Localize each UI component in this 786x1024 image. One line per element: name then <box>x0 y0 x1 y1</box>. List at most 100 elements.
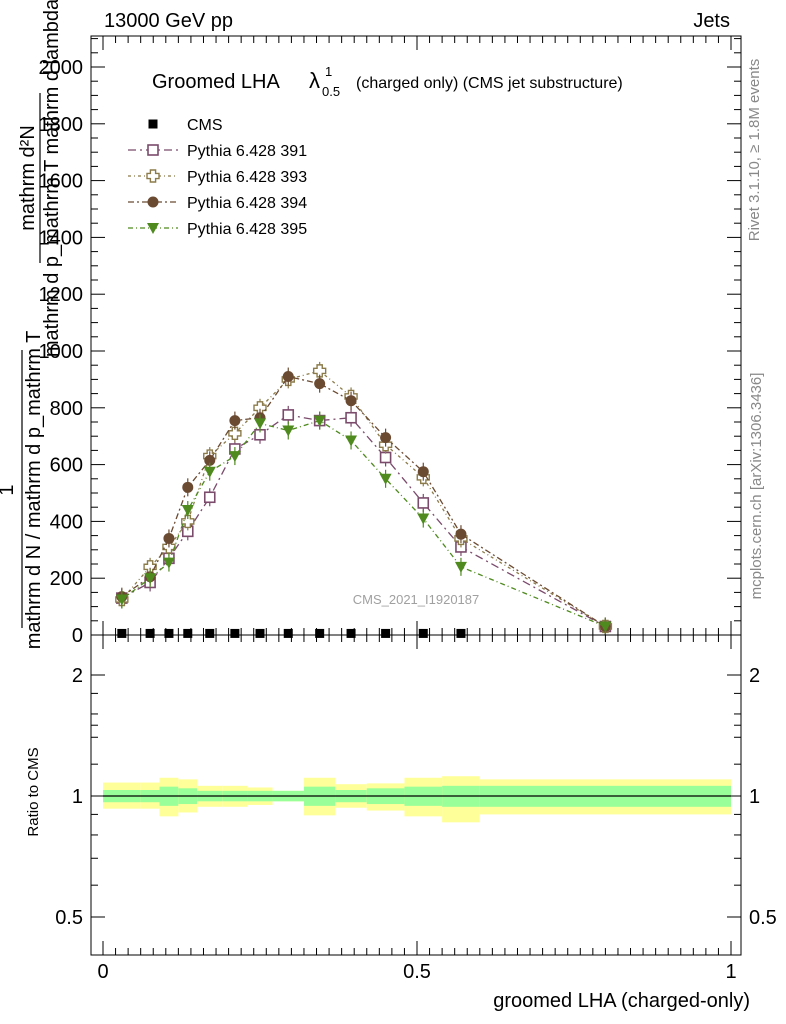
data-point <box>379 451 392 464</box>
data-point <box>345 411 357 424</box>
x-axis-label: groomed LHA (charged-only) <box>493 990 750 1012</box>
cms-data-point <box>381 628 391 638</box>
header-process: 13000 GeV pp <box>104 10 233 32</box>
data-point <box>455 528 467 540</box>
chart-title-rest: (charged only) (CMS jet substructure) <box>356 75 623 92</box>
data-point <box>144 573 157 585</box>
y-label-numerator: mathrm d²N <box>17 125 39 231</box>
ratio-y-tick-label-right: 1 <box>749 786 760 808</box>
legend-label: Pythia 6.428 391 <box>187 143 307 160</box>
series-line <box>121 375 606 628</box>
data-point <box>380 432 392 444</box>
data-point <box>163 532 175 544</box>
cms-data-point <box>456 628 466 638</box>
ratio-y-axis-label: Ratio to CMS <box>25 747 42 836</box>
chart-title-main: Groomed LHA <box>152 71 280 93</box>
data-point <box>203 466 216 478</box>
data-point <box>254 418 266 430</box>
data-point <box>313 415 326 427</box>
y-tick-label: 800 <box>50 398 83 420</box>
y-tick-label: 600 <box>50 455 83 477</box>
ratio-y-tick-label-right: 2 <box>749 665 760 687</box>
chart-title-sup: 1 <box>325 64 332 79</box>
data-point <box>282 409 295 421</box>
y-axis-label: mathrm d²N mathrm d p_mathrm T mathrm d … <box>0 0 63 649</box>
cms-data-point <box>164 628 174 638</box>
y-tick-label: 1200 <box>39 284 84 306</box>
x-tick-label: 0.5 <box>403 961 431 983</box>
legend-label: Pythia 6.428 395 <box>187 221 307 238</box>
legend-marker <box>147 196 159 208</box>
main-panel: 0 200 400 600 800 1000 1200 1400 1600 1800 2000 CMS… <box>39 35 742 647</box>
mcplots-label: mcplots.cern.ch [arXiv:1306.3436] <box>748 373 765 600</box>
data-point <box>115 594 128 606</box>
rivet-version-label: Rivet 3.1.10, ≥ 1.8M events <box>746 59 763 242</box>
data-point <box>162 557 175 569</box>
header-category: Jets <box>693 10 730 32</box>
data-point <box>282 371 294 383</box>
legend-marker <box>147 144 159 156</box>
cms-data-point <box>346 628 356 638</box>
data-point <box>314 378 326 390</box>
y-tick-label: 2000 <box>39 57 84 79</box>
y-label-prefactor: 1 <box>0 484 18 495</box>
series-line <box>121 414 606 628</box>
data-point <box>417 466 429 478</box>
legend-label: Pythia 6.428 394 <box>187 195 307 212</box>
y-tick-label: 400 <box>50 511 83 533</box>
ratio-y-tick-label-right: 0.5 <box>749 907 777 929</box>
y-tick-label: 1000 <box>39 341 84 363</box>
cms-data-point <box>315 628 325 638</box>
ratio-panel: 0 0.5 1 0.5 0.5 1 1 2 2 <box>55 634 777 983</box>
data-point <box>312 364 327 378</box>
cms-data-point <box>418 628 428 638</box>
y-tick-label: 0 <box>72 625 83 647</box>
cms-data-point <box>205 628 215 638</box>
data-point <box>203 491 216 504</box>
data-point <box>181 505 194 517</box>
legend-marker <box>146 169 160 183</box>
y-label-normalization: mathrm d N / mathrm d p_mathrm T <box>23 331 45 650</box>
cms-data-point <box>230 628 240 638</box>
cms-data-point <box>183 628 193 638</box>
cms-data-point <box>145 628 155 638</box>
y-tick-label: 1600 <box>39 171 84 193</box>
data-point <box>204 454 216 466</box>
series-pythia-6-428-395 <box>115 411 612 636</box>
data-point <box>379 473 392 485</box>
x-tick-label: 1 <box>725 961 736 983</box>
data-point <box>417 497 430 509</box>
ratio-y-tick-label: 0.5 <box>55 907 83 929</box>
data-point <box>228 451 241 463</box>
chart-title-symbol: λ <box>309 68 320 93</box>
data-point <box>417 513 430 525</box>
series-cms <box>117 628 466 638</box>
data-point <box>345 395 357 407</box>
legend-label: Pythia 6.428 393 <box>187 169 307 186</box>
ratio-y-tick-label: 1 <box>72 786 83 808</box>
y-label-denominator: mathrm d p_mathrm T mathrm d lambda <box>41 0 63 357</box>
series-line <box>121 370 606 628</box>
y-tick-label: 200 <box>50 568 83 590</box>
cms-data-point <box>283 628 293 638</box>
data-point <box>345 435 358 447</box>
data-point <box>229 415 241 427</box>
ratio-y-tick-label: 2 <box>72 665 83 687</box>
cms-data-point <box>117 628 127 638</box>
legend-marker <box>147 223 159 234</box>
legend-label: CMS <box>187 117 223 134</box>
y-tick-label: 1400 <box>39 227 84 249</box>
cms-data-point <box>255 628 265 638</box>
data-point <box>282 425 295 437</box>
x-tick-label: 0 <box>97 961 108 983</box>
chart-title-sub: 0.5 <box>322 84 340 99</box>
chart-title: Groomed LHA λ 1 0.5 (charged only) (CMS … <box>152 64 623 99</box>
legend: CMS Pythia 6.428 391 Pythia 6.428 393 Pythi… <box>128 117 307 238</box>
analysis-watermark: CMS_2021_I1920187 <box>353 592 480 607</box>
data-point <box>181 514 195 529</box>
data-point <box>599 621 612 633</box>
ratio-frame <box>90 634 742 956</box>
y-tick-label: 1800 <box>39 114 84 136</box>
legend-marker <box>148 119 158 129</box>
